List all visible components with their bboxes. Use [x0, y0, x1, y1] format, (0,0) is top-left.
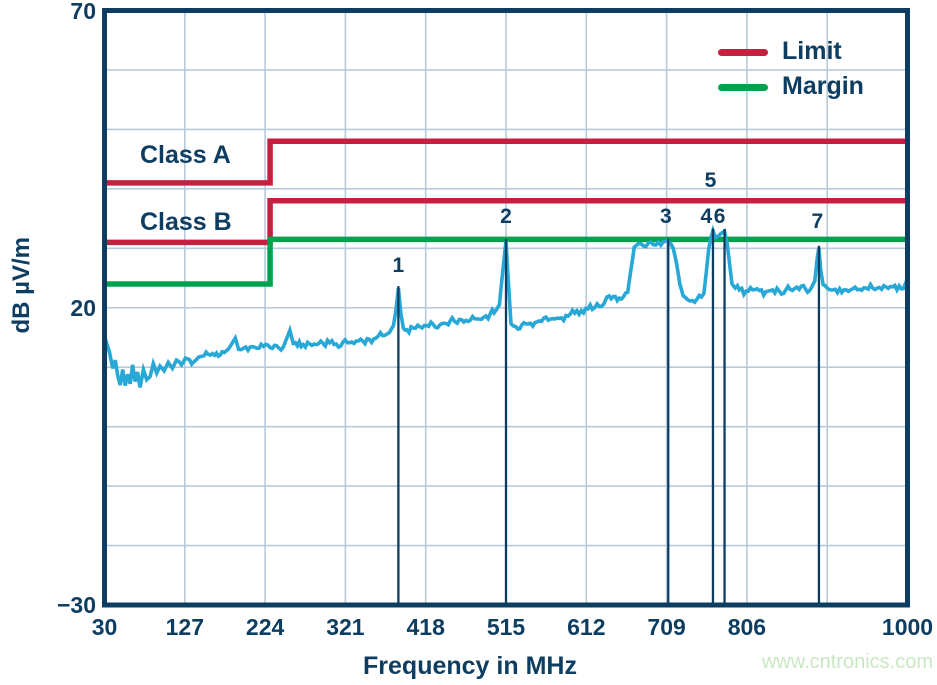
margin-line	[104, 236, 908, 287]
peak-label-5: 5	[704, 169, 717, 193]
plot-frame	[102, 8, 910, 608]
margin-legend-label: Margin	[782, 72, 864, 100]
y-tick-20: 20	[70, 295, 96, 321]
class-a-label: Class A	[140, 141, 231, 169]
peak-label-6: 6	[713, 204, 726, 228]
measurement-trace	[102, 224, 909, 388]
x-tick-321: 321	[326, 614, 365, 640]
y-tick-70: 70	[70, 0, 96, 24]
x-tick-224: 224	[245, 614, 285, 640]
margin-legend-swatch	[718, 84, 768, 91]
y-axis-title: dB µV/m	[8, 237, 35, 334]
limit-legend-swatch	[718, 49, 768, 56]
x-axis-title: Frequency in MHz	[363, 652, 577, 680]
peak-label-4: 4	[700, 204, 713, 228]
peak-label-2: 2	[500, 205, 512, 229]
watermark: www.cntronics.com	[761, 651, 933, 673]
x-tick-612: 612	[567, 614, 606, 640]
class-a-limit-line	[104, 138, 908, 186]
x-tick-127: 127	[165, 614, 204, 640]
x-tick-30: 30	[91, 614, 118, 640]
peak-label-1: 1	[392, 254, 405, 278]
class-b-label: Class B	[140, 208, 232, 236]
y-tick-m30: −30	[56, 592, 96, 618]
x-tick-1000: 1000	[881, 614, 934, 640]
limit-legend-label: Limit	[782, 37, 842, 65]
x-tick-418: 418	[406, 614, 445, 640]
x-tick-806: 806	[727, 614, 767, 640]
class-b-limit-line	[104, 197, 908, 246]
x-tick-515: 515	[486, 614, 526, 640]
x-tick-709: 709	[647, 614, 686, 640]
peak-label-7: 7	[811, 210, 824, 234]
peak-label-3: 3	[659, 205, 672, 229]
